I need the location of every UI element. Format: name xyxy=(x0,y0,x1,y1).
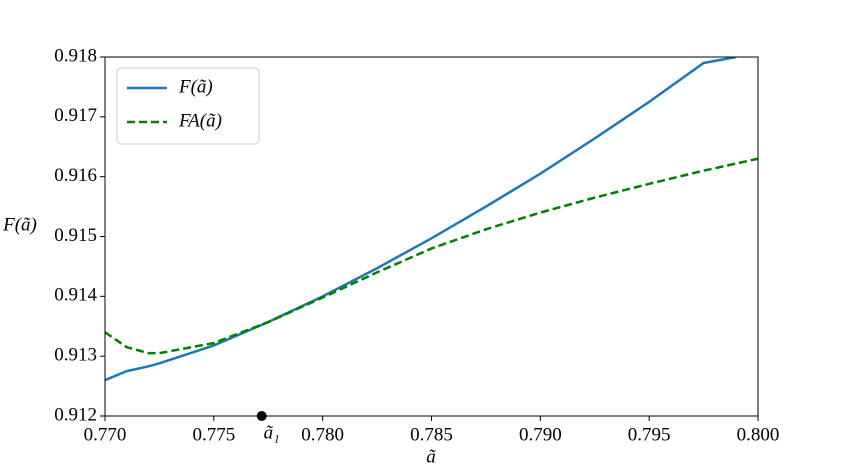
y-tick-label: 0.912 xyxy=(54,404,97,425)
annotation-label: ã₁ xyxy=(264,422,280,443)
x-tick-label: 0.795 xyxy=(628,424,671,445)
y-tick-label: 0.918 xyxy=(54,45,97,66)
x-tick-label: 0.775 xyxy=(192,424,235,445)
series-line xyxy=(105,157,758,355)
x-tick-label: 0.770 xyxy=(84,424,127,445)
x-tick-label: 0.780 xyxy=(301,424,344,445)
x-tick-label: 0.790 xyxy=(519,424,562,445)
x-axis-label: ã xyxy=(426,446,436,467)
y-tick-label: 0.914 xyxy=(54,285,97,306)
x-tick-label: 0.785 xyxy=(410,424,453,445)
annotation-point xyxy=(256,411,267,421)
y-tick-label: 0.915 xyxy=(54,225,97,246)
plot-frame xyxy=(104,56,759,417)
y-tick-label: 0.917 xyxy=(54,105,97,126)
legend-label: FA(ã) xyxy=(178,110,222,131)
series-line xyxy=(105,57,737,382)
y-axis-label: F(ã) xyxy=(2,214,37,235)
legend-label: F(ã) xyxy=(178,76,213,97)
y-tick-label: 0.913 xyxy=(54,345,97,366)
x-tick-label: 0.800 xyxy=(737,424,780,445)
y-tick-label: 0.916 xyxy=(54,165,97,186)
